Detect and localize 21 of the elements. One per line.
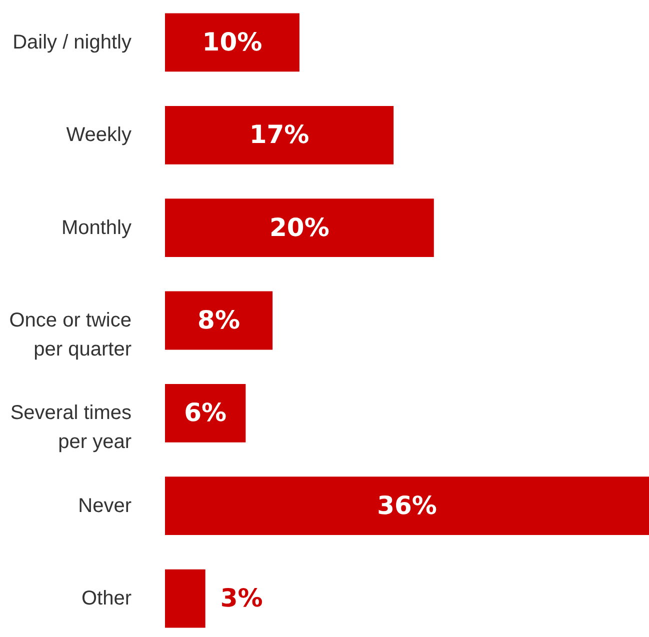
data-label: 6% [184, 398, 227, 428]
bar [165, 384, 246, 442]
data-label: 3% [220, 584, 263, 613]
bar [165, 569, 206, 628]
data-label: 10% [202, 27, 262, 56]
bar [165, 476, 649, 536]
bar [165, 13, 300, 72]
y-tick-label: Several times per year [10, 402, 132, 454]
data-label: 17% [249, 120, 310, 150]
data-label: 20% [270, 212, 330, 242]
y-tick-label: Other [81, 588, 132, 610]
y-tick-label: Monthly [61, 216, 132, 239]
y-tick-label: Never [78, 494, 132, 517]
bar [165, 291, 273, 350]
bar [165, 106, 394, 164]
y-tick-label: Daily / nightly [12, 31, 132, 54]
y-tick-label: Weekly [66, 124, 132, 146]
data-label: 8% [198, 306, 240, 334]
y-tick-label: Once or twice per quarter [9, 310, 132, 360]
data-label: 36% [377, 490, 437, 520]
bar [165, 198, 434, 258]
